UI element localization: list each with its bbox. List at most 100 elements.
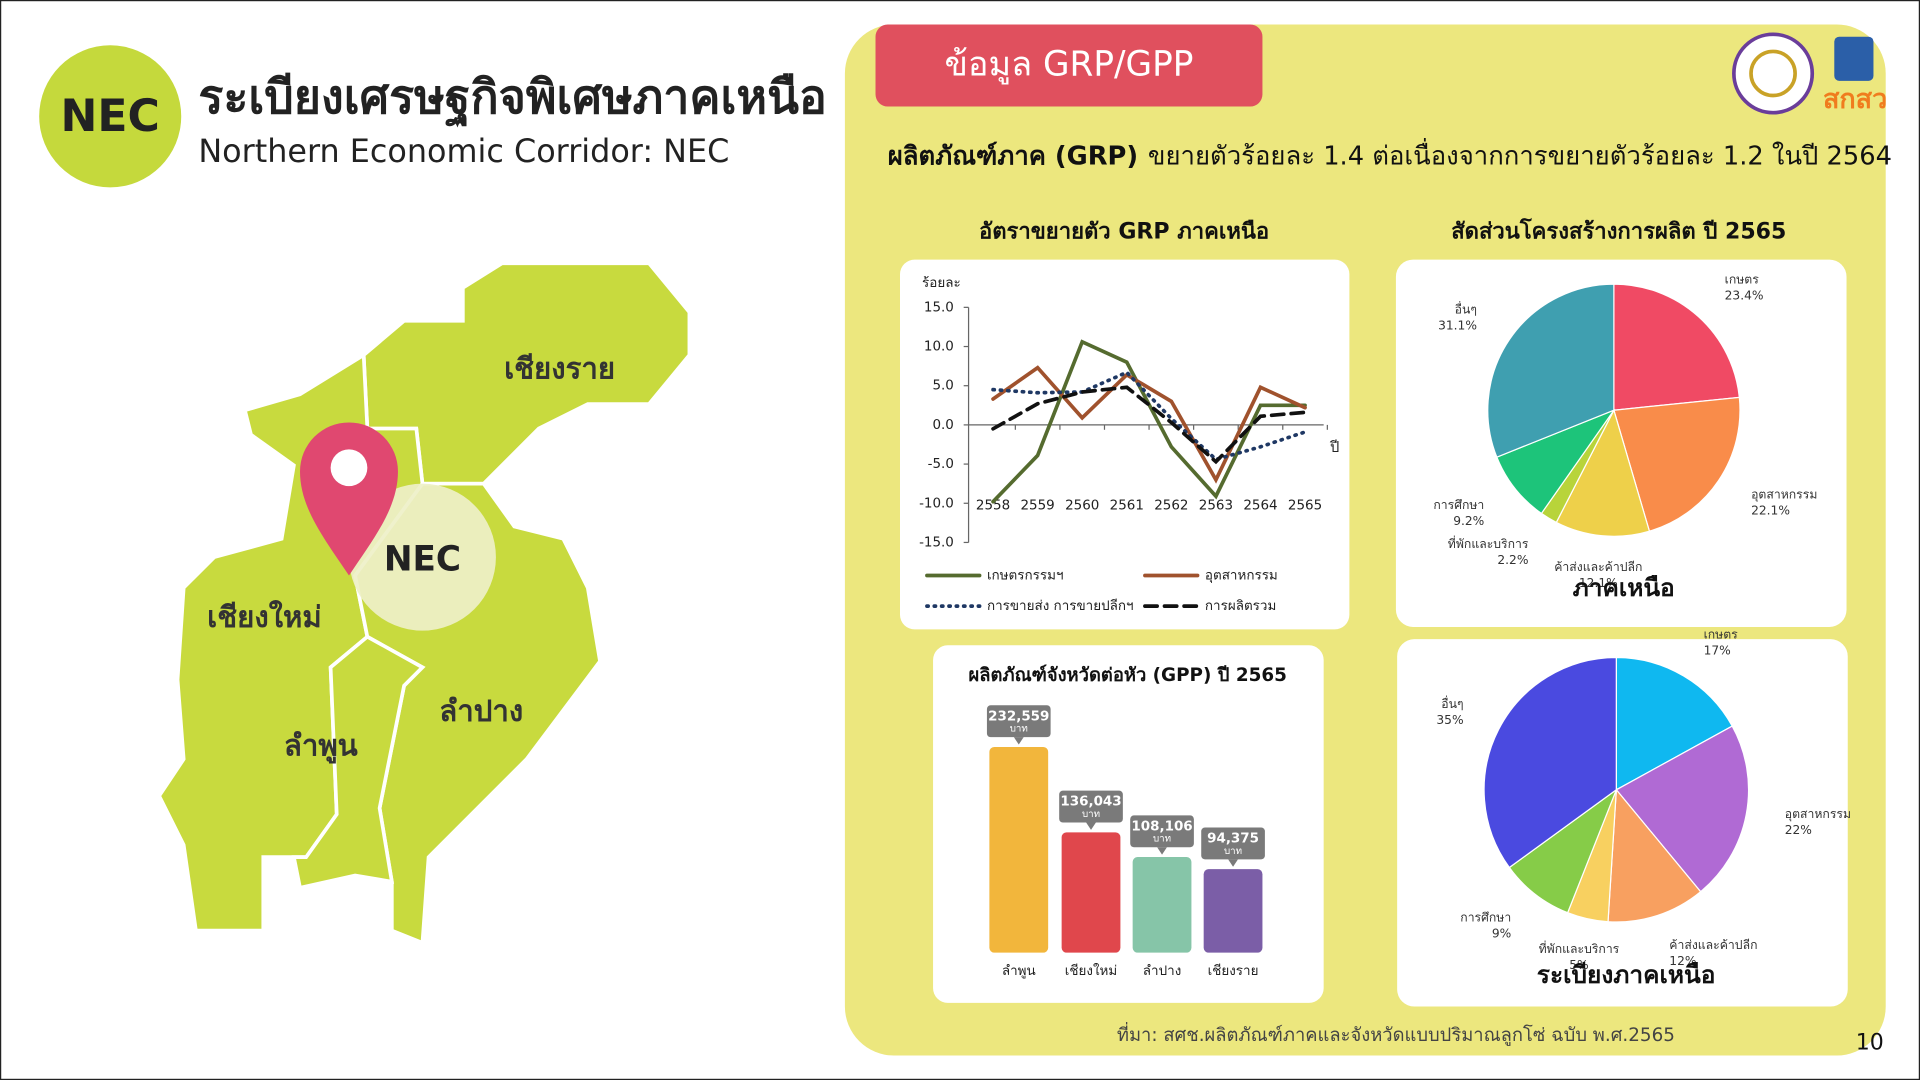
- bar: [1061, 832, 1121, 953]
- map-pin: [300, 422, 398, 576]
- series-line: [991, 365, 1307, 484]
- x-tick-label: 2564: [1243, 499, 1277, 514]
- value-badge-pointer: [1086, 822, 1096, 830]
- legend-label: อุตสาหกรรม: [1205, 569, 1278, 584]
- value-badge: [1059, 790, 1123, 823]
- series-line: [991, 385, 1307, 465]
- chart-title: ผลิตภัณฑ์จังหวัดต่อหัว (GPP) ปี 2565: [969, 664, 1287, 686]
- x-tick-label: 2563: [1199, 499, 1233, 514]
- pie-slice: [1607, 788, 1702, 923]
- slice-name: อุตสาหกรรม: [1751, 488, 1817, 503]
- value-badge-pointer: [1157, 847, 1167, 855]
- value-unit: บาท: [1082, 809, 1100, 820]
- header-subtitle: Northern Economic Corridor: NEC: [198, 132, 729, 170]
- x-tick-label: 2565: [1288, 499, 1322, 514]
- x-tick-label: 2558: [976, 499, 1010, 514]
- value-badge-pointer: [1013, 737, 1024, 745]
- badge-circle: [39, 45, 182, 188]
- province-label: เชียงราย: [504, 351, 615, 385]
- slice-value: 9.2%: [1453, 514, 1484, 528]
- headline-bold: ผลิตภัณฑ์ภาค (GRP): [888, 140, 1138, 171]
- value-label: 232,559: [988, 709, 1049, 724]
- value-unit: บาท: [1224, 846, 1242, 857]
- slice-value: 31.1%: [1438, 319, 1477, 333]
- pie-slice: [1613, 396, 1741, 532]
- slice-name: ค้าส่งและค้าปลีก: [1669, 938, 1757, 952]
- tab-text: ข้อมูล GRP/GPP: [945, 45, 1194, 85]
- slice-value: 35%: [1436, 713, 1463, 727]
- pie-label: ภาคเหนือ: [1573, 573, 1675, 602]
- value-unit: บาท: [1153, 834, 1171, 845]
- logo-text: สกสว: [1823, 84, 1887, 115]
- badge-text: NEC: [61, 91, 160, 142]
- slice-name: อื่นๆ: [1441, 695, 1463, 711]
- y-tick-label: -5.0: [928, 457, 954, 472]
- x-tick-label: 2561: [1110, 499, 1144, 514]
- value-badge: [1130, 815, 1194, 848]
- slice-value: 2.2%: [1497, 553, 1528, 567]
- pie-slice: [1615, 656, 1734, 791]
- y-tick-label: -15.0: [919, 535, 954, 550]
- headline-text: ขยายตัวร้อยละ 1.4 ต่อเนื่องจากการขยายตัว…: [1148, 137, 1892, 171]
- slice-name: อื่นๆ: [1455, 301, 1477, 317]
- pie-slice: [1483, 656, 1617, 869]
- bar: [989, 746, 1049, 953]
- value-unit: บาท: [1010, 724, 1028, 735]
- value-badge-pointer: [1228, 859, 1238, 867]
- tab: [875, 24, 1263, 107]
- pie-slice: [1615, 725, 1750, 893]
- value-label: 94,375: [1207, 832, 1259, 847]
- slice-value: 9%: [1492, 926, 1511, 940]
- bar: [1132, 857, 1192, 953]
- x-axis-label: ปี: [1329, 439, 1339, 456]
- legend-label: เกษตรกรรมฯ: [987, 569, 1064, 584]
- slice-name: การศึกษา: [1460, 910, 1511, 924]
- logo-emblem: [1732, 32, 1815, 115]
- x-tick-label: เชียงราย: [1208, 963, 1259, 979]
- chart-title: อัตราขยายตัว GRP ภาคเหนือ: [979, 220, 1269, 245]
- slice-name: ที่พักและบริการ: [1448, 535, 1529, 551]
- pie-slice: [1613, 283, 1741, 411]
- x-tick-label: 2560: [1065, 499, 1099, 514]
- value-badge: [1201, 827, 1265, 860]
- logo-mark: [1834, 36, 1874, 81]
- bar: [1203, 869, 1263, 953]
- x-tick-label: ลำพูน: [1002, 964, 1036, 979]
- series-line: [991, 370, 1307, 462]
- slice-value: 23.4%: [1725, 289, 1764, 303]
- province-label: ลำปาง: [439, 694, 523, 728]
- y-tick-label: 0.0: [932, 418, 953, 433]
- y-tick-label: 10.0: [924, 340, 954, 355]
- map-pin-hole: [330, 449, 368, 487]
- nec-halo: [348, 483, 496, 631]
- slice-value: 22%: [1785, 823, 1812, 837]
- value-label: 136,043: [1060, 795, 1121, 810]
- logo-emblem-inner: [1749, 49, 1797, 98]
- headline: ผลิตภัณฑ์ภาค (GRP) ขยายตัวร้อยละ 1.4 ต่อเ…: [888, 137, 1892, 171]
- legend-label: การผลิตรวม: [1205, 599, 1276, 614]
- pie-slice: [1487, 283, 1615, 458]
- value-badge: [986, 705, 1051, 738]
- y-tick-label: 15.0: [924, 300, 954, 315]
- header-title: ระเบียงเศรษฐกิจพิเศษภาคเหนือ: [198, 70, 826, 127]
- x-tick-label: เชียงใหม่: [1065, 962, 1118, 979]
- slice-name: อุตสาหกรรม: [1785, 807, 1851, 822]
- pie-label: ระเบียงภาคเหนือ: [1537, 960, 1716, 989]
- slice-name: ค้าส่งและค้าปลีก: [1554, 560, 1642, 574]
- slice-value: 12%: [1669, 954, 1696, 968]
- value-label: 108,106: [1131, 819, 1192, 834]
- slice-value: 12.1%: [1579, 576, 1618, 590]
- slice-value: 5%: [1569, 958, 1588, 972]
- slice-name: เกษตร: [1704, 627, 1739, 641]
- page-number: 10: [1856, 1030, 1884, 1055]
- map-chiangrai: [361, 261, 692, 486]
- structure-title: สัดส่วนโครงสร้างการผลิต ปี 2565: [1451, 218, 1786, 245]
- slice-value: 22.1%: [1751, 503, 1790, 517]
- slice-value: 17%: [1704, 643, 1731, 657]
- y-tick-label: 5.0: [932, 379, 953, 394]
- x-tick-label: 2562: [1154, 499, 1188, 514]
- province-label: เชียงใหม่: [207, 600, 322, 634]
- chart-card: [900, 259, 1350, 630]
